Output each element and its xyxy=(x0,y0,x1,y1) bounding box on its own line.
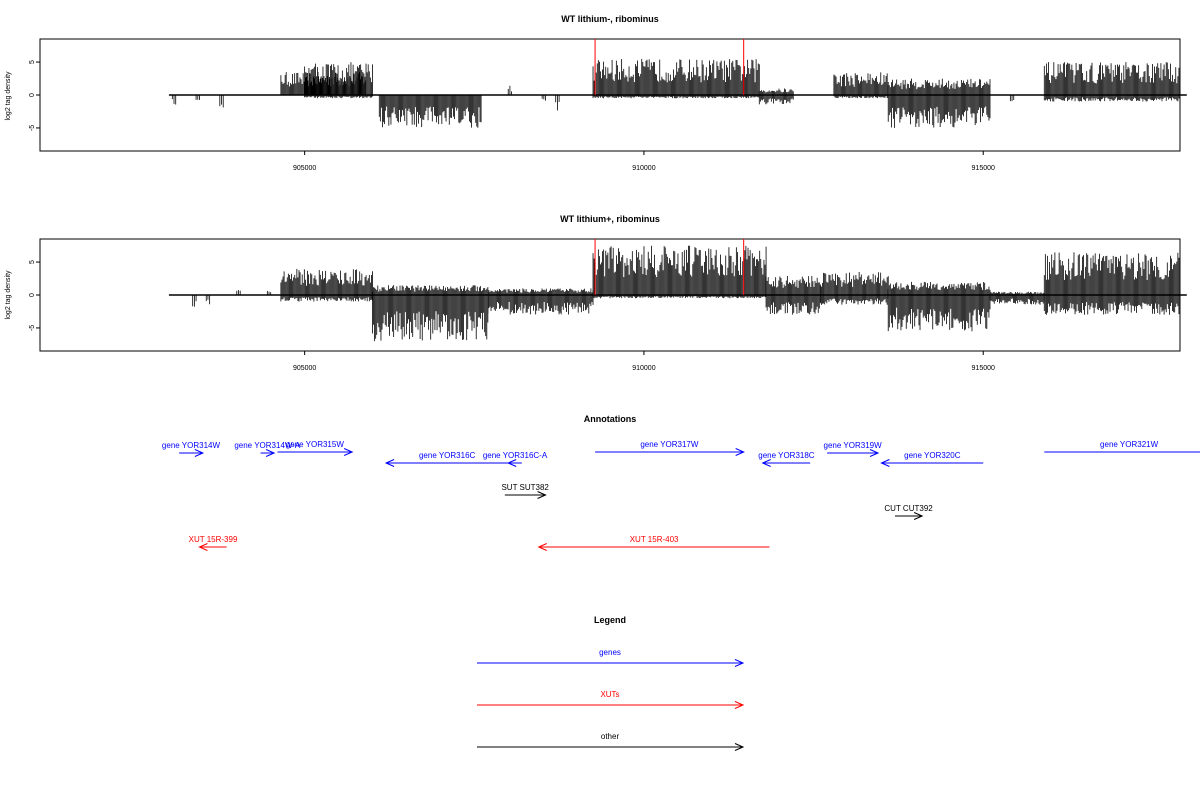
y-tick-label: -5 xyxy=(29,325,36,331)
y-axis: -5 0 5 xyxy=(29,60,40,131)
annotation-feature: XUT 15R-399 xyxy=(189,535,238,551)
feature-arrow-head xyxy=(734,701,745,709)
track-panel-lithium-plus: WT lithium+, ribominus log2 tag density … xyxy=(5,214,1187,372)
y-tick-label: 0 xyxy=(29,93,36,97)
legend-entry-gene: genes xyxy=(477,648,745,667)
feature-arrow-head xyxy=(734,743,745,751)
feature-label: gene YOR320C xyxy=(904,451,961,460)
feature-arrow-head xyxy=(880,459,890,467)
feature-arrow-head xyxy=(869,449,880,457)
y-tick-label: 5 xyxy=(29,60,36,64)
feature-arrow-head xyxy=(343,448,354,456)
annotation-feature: gene YOR316C xyxy=(384,451,509,467)
legend-label: genes xyxy=(599,648,621,657)
x-tick-label: 905000 xyxy=(293,165,316,172)
legend-label: other xyxy=(601,732,620,741)
annotation-feature: gene YOR320C xyxy=(880,451,984,467)
legend-entry-other: other xyxy=(477,732,745,751)
feature-label: XUT 15R-399 xyxy=(189,535,238,544)
feature-label: gene YOR314W-A xyxy=(234,441,301,450)
annotation-feature: XUT 15R-403 xyxy=(537,535,770,551)
annotation-feature: gene YOR314W xyxy=(162,441,221,457)
feature-label: gene YOR319W xyxy=(824,441,883,450)
legend-entries: genes XUTs other xyxy=(477,648,745,751)
feature-label: CUT CUT392 xyxy=(884,504,933,513)
feature-label: gene YOR316C xyxy=(419,451,476,460)
feature-label: SUT SUT382 xyxy=(501,483,549,492)
x-tick-label: 910000 xyxy=(632,365,655,372)
tag-density-bars xyxy=(168,39,1187,128)
feature-arrow-head xyxy=(537,491,547,499)
y-axis-label: log2 tag density xyxy=(5,270,12,320)
feature-arrow-head xyxy=(735,448,745,456)
feature-label: XUT 15R-403 xyxy=(630,535,679,544)
feature-label: gene YOR316C-A xyxy=(483,451,548,460)
annotation-feature: gene YOR321W xyxy=(1044,440,1200,453)
x-tick-label: 915000 xyxy=(972,165,995,172)
annotation-feature: gene YOR317W xyxy=(595,440,745,456)
y-tick-label: -5 xyxy=(29,125,36,131)
feature-label: gene YOR318C xyxy=(758,451,815,460)
annotation-feature: gene YOR314W-A xyxy=(234,441,301,457)
x-axis: 905000 910000 915000 xyxy=(293,351,995,372)
annotation-feature: gene YOR316C-A xyxy=(483,451,548,467)
track-panel-lithium-minus: WT lithium-, ribominus log2 tag density … xyxy=(5,14,1187,172)
feature-arrow-head xyxy=(194,449,205,457)
x-tick-label: 910000 xyxy=(632,165,655,172)
feature-arrow-head xyxy=(734,659,745,667)
legend: Legend genes XUTs other xyxy=(477,615,745,751)
tag-density-bars xyxy=(168,239,1187,342)
feature-arrow-head xyxy=(913,512,924,520)
annotation-feature: gene YOR315W xyxy=(277,440,354,456)
feature-label: gene YOR317W xyxy=(640,440,699,449)
x-axis: 905000 910000 915000 xyxy=(293,151,995,172)
y-tick-label: 5 xyxy=(29,260,36,264)
feature-arrow-head xyxy=(198,543,208,551)
panel-title: WT lithium-, ribominus xyxy=(561,14,659,24)
annotation-feature: gene YOR319W xyxy=(824,441,883,457)
annotation-feature: CUT CUT392 xyxy=(884,504,933,520)
feature-arrow-head xyxy=(537,543,547,551)
x-tick-label: 905000 xyxy=(293,365,316,372)
y-axis: -5 0 5 xyxy=(29,260,40,331)
feature-arrow-head xyxy=(761,459,771,467)
x-tick-label: 915000 xyxy=(972,365,995,372)
y-tick-label: 0 xyxy=(29,293,36,297)
legend-title: Legend xyxy=(594,615,626,625)
panel-title: WT lithium+, ribominus xyxy=(560,214,660,224)
legend-entry-xut: XUTs xyxy=(477,690,745,709)
feature-label: gene YOR315W xyxy=(286,440,345,449)
annotations-panel: Annotations gene YOR314W gene YOR314W-Age… xyxy=(162,414,1200,551)
feature-label: gene YOR314W xyxy=(162,441,221,450)
legend-label: XUTs xyxy=(600,690,619,699)
feature-arrow-head xyxy=(384,459,395,467)
feature-arrow-head xyxy=(265,449,276,457)
annotation-feature: gene YOR318C xyxy=(758,451,815,467)
annotation-feature: SUT SUT382 xyxy=(501,483,549,499)
feature-arrow-head xyxy=(506,459,517,467)
y-axis-label: log2 tag density xyxy=(5,71,12,121)
annotations-title: Annotations xyxy=(584,414,637,424)
feature-label: gene YOR321W xyxy=(1100,440,1159,449)
